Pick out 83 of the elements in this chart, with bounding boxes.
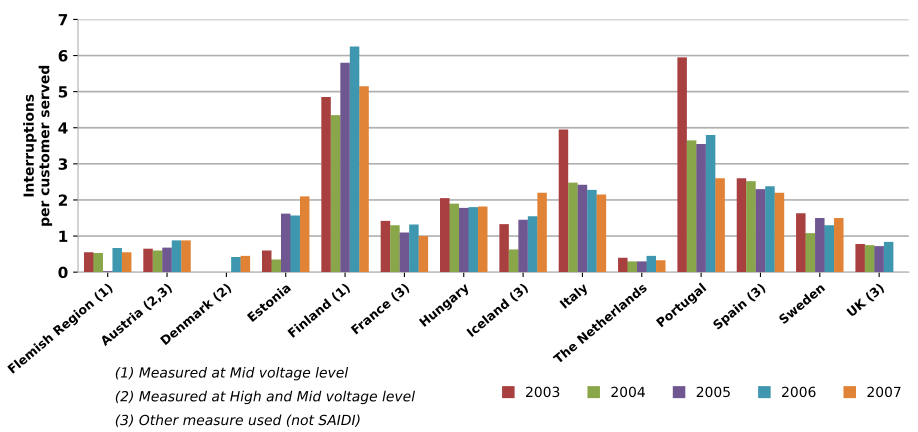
bar	[290, 215, 300, 272]
bar	[587, 190, 597, 272]
bar	[84, 252, 94, 272]
bar	[884, 242, 894, 272]
bar	[440, 198, 450, 272]
bar	[558, 130, 568, 272]
y-tick-label: 2	[58, 194, 67, 206]
bar	[774, 192, 784, 272]
bar	[578, 184, 588, 272]
bar	[321, 97, 331, 272]
bar	[112, 248, 122, 272]
bar	[418, 236, 428, 272]
bar	[874, 246, 884, 272]
bar	[686, 140, 696, 272]
y-tick-label: 3	[58, 158, 68, 170]
legend-label: 2006	[782, 386, 816, 398]
bar	[231, 256, 241, 272]
bar	[181, 240, 191, 272]
bar	[528, 216, 538, 272]
bar	[746, 181, 756, 272]
bar	[390, 225, 400, 272]
bar	[143, 248, 153, 272]
bar	[359, 86, 369, 272]
bar	[628, 261, 638, 272]
y-tick-label: 0	[58, 266, 68, 278]
bar	[350, 46, 360, 272]
bar	[468, 207, 478, 272]
bar	[280, 214, 290, 272]
bar	[459, 208, 468, 272]
y-tick-label: 1	[59, 230, 68, 242]
text: (3) Other measure used (not SAIDI)	[116, 414, 360, 427]
bar	[834, 218, 844, 272]
y-tick-label: 5	[58, 86, 68, 98]
bar	[478, 206, 488, 272]
bar	[537, 192, 547, 272]
bar	[380, 220, 390, 272]
bar	[450, 204, 460, 272]
bar	[340, 62, 350, 272]
bar	[706, 134, 716, 272]
bar	[152, 250, 162, 272]
bar	[637, 261, 647, 272]
bar	[715, 178, 725, 272]
bar	[824, 225, 834, 272]
bar	[677, 57, 687, 272]
bar	[400, 232, 410, 272]
text: (1) Measured at Mid voltage level	[116, 366, 348, 380]
bar	[508, 249, 518, 272]
y-axis-title: Interruptions per customer served	[23, 66, 52, 226]
bar	[696, 144, 706, 272]
bar	[656, 260, 666, 272]
bar	[806, 233, 816, 272]
bar	[765, 186, 775, 272]
bar	[122, 252, 132, 272]
bar	[330, 115, 340, 272]
bar	[568, 182, 578, 272]
bar	[855, 244, 865, 272]
legend-label: 2005	[696, 386, 730, 398]
bar	[518, 220, 528, 272]
bar	[93, 253, 103, 272]
legend-label: 2003	[526, 386, 560, 398]
bar	[271, 260, 281, 272]
legend-label: 2007	[867, 386, 901, 398]
bar	[172, 240, 182, 272]
bar	[815, 218, 825, 272]
bar	[618, 258, 628, 272]
bar	[262, 250, 272, 272]
bar	[736, 178, 746, 272]
legend-label: 2004	[611, 386, 645, 398]
y-tick-label: 6	[58, 50, 68, 62]
bar	[409, 224, 419, 272]
bar	[596, 194, 606, 272]
x-tick-label: UK (3)	[846, 282, 886, 318]
bar	[864, 245, 874, 272]
bar	[756, 189, 766, 272]
bar	[646, 256, 656, 272]
text: (2) Measured at High and Mid voltage level	[116, 390, 415, 404]
y-tick-label: 4	[58, 122, 68, 134]
bar	[796, 213, 806, 272]
bar	[499, 224, 509, 272]
bar	[240, 256, 250, 272]
y-tick-label: 7	[58, 14, 68, 26]
bar	[300, 196, 310, 272]
bar	[162, 248, 172, 272]
